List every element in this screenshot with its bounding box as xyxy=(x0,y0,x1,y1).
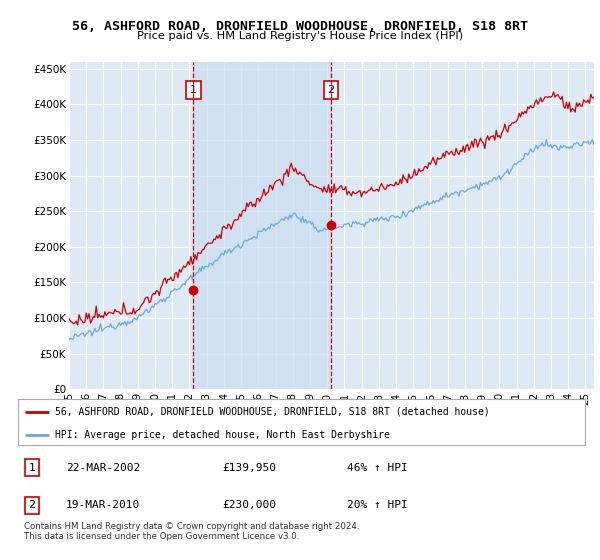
Text: 46% ↑ HPI: 46% ↑ HPI xyxy=(347,463,407,473)
Text: 56, ASHFORD ROAD, DRONFIELD WOODHOUSE, DRONFIELD, S18 8RT: 56, ASHFORD ROAD, DRONFIELD WOODHOUSE, D… xyxy=(72,20,528,32)
Text: Price paid vs. HM Land Registry's House Price Index (HPI): Price paid vs. HM Land Registry's House … xyxy=(137,31,463,41)
Text: 2: 2 xyxy=(328,85,335,95)
Text: 19-MAR-2010: 19-MAR-2010 xyxy=(66,501,140,510)
Text: 2: 2 xyxy=(29,501,36,510)
Text: Contains HM Land Registry data © Crown copyright and database right 2024.
This d: Contains HM Land Registry data © Crown c… xyxy=(24,522,359,542)
Text: 1: 1 xyxy=(190,85,197,95)
Text: £139,950: £139,950 xyxy=(222,463,276,473)
Text: 1: 1 xyxy=(29,463,35,473)
Text: HPI: Average price, detached house, North East Derbyshire: HPI: Average price, detached house, Nort… xyxy=(55,430,390,440)
Text: £230,000: £230,000 xyxy=(222,501,276,510)
Bar xyxy=(193,62,331,389)
Text: 56, ASHFORD ROAD, DRONFIELD WOODHOUSE, DRONFIELD, S18 8RT (detached house): 56, ASHFORD ROAD, DRONFIELD WOODHOUSE, D… xyxy=(55,407,490,417)
Text: 22-MAR-2002: 22-MAR-2002 xyxy=(66,463,140,473)
Text: 20% ↑ HPI: 20% ↑ HPI xyxy=(347,501,407,510)
